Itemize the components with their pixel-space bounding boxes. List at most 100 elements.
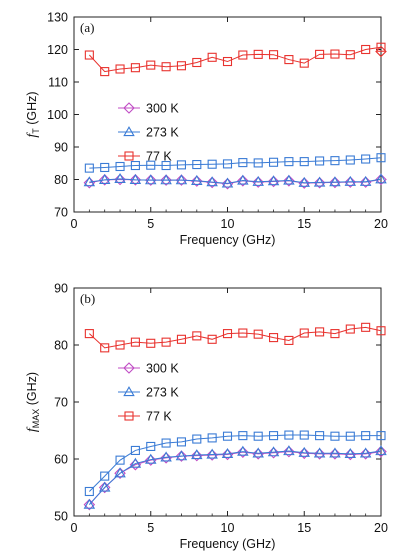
data-point — [267, 175, 280, 188]
data-point — [130, 337, 140, 347]
data-point — [160, 451, 172, 462]
data-point — [83, 176, 96, 189]
data-point — [238, 431, 248, 441]
panel-1: 0 5 10 15 20 50 60 70 80 90 Frequency (GHz) fMAX (G… — [25, 282, 388, 552]
data-point — [253, 158, 263, 168]
data-point — [359, 175, 372, 186]
data-point — [207, 52, 217, 62]
data-point — [161, 438, 171, 448]
panel-0: 0 5 10 15 20 70 80 90 100 110 120 130 Frequency (GHz… — [25, 11, 388, 248]
y-tick-label: 70 — [54, 206, 68, 220]
panel-label: (a) — [80, 20, 94, 35]
data-point — [375, 173, 387, 186]
data-point — [315, 327, 325, 337]
data-point — [114, 173, 126, 186]
x-tick-label: 5 — [147, 521, 154, 535]
data-point — [375, 445, 387, 456]
data-point — [175, 174, 188, 185]
data-point — [315, 156, 325, 166]
y-tick-label: 80 — [54, 173, 68, 187]
data-point — [313, 447, 326, 458]
data-point — [207, 433, 217, 443]
legend-marker — [123, 386, 135, 397]
data-point — [115, 161, 125, 172]
data-point — [361, 322, 371, 332]
data-point — [361, 431, 371, 441]
y-tick-label: 70 — [54, 396, 68, 410]
data-point — [299, 430, 309, 440]
data-point — [268, 50, 279, 60]
data-point — [100, 471, 110, 481]
data-point — [299, 58, 309, 68]
x-axis-title: Frequency (GHz) — [180, 233, 276, 247]
data-point — [298, 177, 311, 189]
data-point — [329, 176, 341, 189]
data-point — [161, 160, 171, 171]
data-point — [98, 481, 111, 492]
data-point — [83, 498, 96, 509]
data-point — [100, 162, 110, 173]
data-point — [345, 50, 355, 60]
data-point — [222, 56, 233, 67]
y-tick-label: 110 — [48, 76, 68, 90]
plot-frame — [73, 287, 382, 517]
data-point — [344, 175, 357, 186]
data-point — [330, 431, 340, 441]
data-point — [299, 157, 309, 167]
data-point — [175, 174, 188, 186]
data-point — [252, 448, 264, 460]
data-point — [376, 42, 386, 52]
legend-marker — [124, 151, 134, 161]
data-point — [129, 173, 142, 184]
x-tick-label: 0 — [71, 217, 78, 231]
data-point — [345, 431, 355, 441]
data-point — [284, 55, 294, 65]
data-point — [160, 174, 172, 186]
data-point — [146, 160, 156, 170]
data-point — [146, 338, 156, 348]
data-point — [237, 445, 249, 456]
legend-label: 300 K — [146, 362, 179, 376]
data-point — [83, 498, 96, 511]
data-point — [361, 44, 371, 55]
data-point — [206, 448, 218, 459]
panel-label: (b) — [80, 291, 95, 306]
data-point — [161, 337, 171, 347]
data-point — [206, 176, 218, 187]
data-point — [191, 449, 203, 462]
legend-label: 77 K — [146, 150, 172, 164]
x-tick-label: 0 — [71, 521, 78, 535]
data-point — [329, 447, 341, 458]
data-point — [84, 163, 94, 173]
data-point — [129, 457, 142, 468]
data-point — [253, 329, 263, 339]
data-point — [98, 173, 111, 184]
data-point — [344, 448, 357, 461]
x-tick-label: 15 — [297, 521, 311, 535]
data-point — [145, 453, 157, 464]
data-point — [299, 328, 309, 338]
data-point — [115, 340, 125, 350]
x-tick-label: 20 — [374, 521, 388, 535]
data-point — [175, 450, 188, 461]
data-point — [329, 176, 341, 187]
data-point — [192, 434, 202, 444]
x-tick-label: 10 — [221, 217, 235, 231]
data-point — [161, 62, 171, 72]
data-point — [359, 448, 372, 460]
y-tick-label: 90 — [54, 141, 68, 155]
data-point — [176, 437, 186, 447]
y-tick-label: 100 — [47, 108, 68, 122]
data-point — [361, 154, 371, 164]
data-point — [298, 176, 310, 187]
data-point — [84, 329, 94, 339]
data-point — [221, 447, 234, 459]
data-point — [329, 448, 341, 460]
data-point — [375, 45, 387, 58]
data-point — [345, 324, 355, 334]
series-line-3 — [89, 157, 382, 169]
data-point — [98, 174, 111, 186]
data-point — [376, 326, 386, 336]
data-point — [238, 50, 248, 60]
